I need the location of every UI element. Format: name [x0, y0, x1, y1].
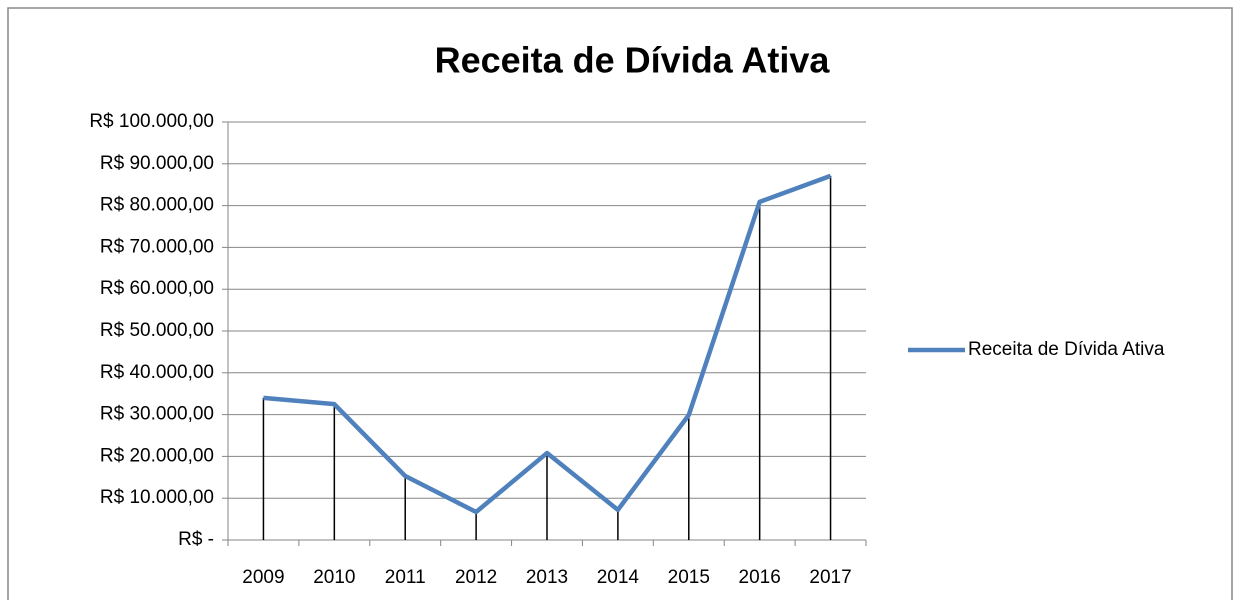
x-tick-label: 2012 [455, 567, 497, 588]
chart-title: Receita de Dívida Ativa [435, 40, 831, 81]
chart-border [7, 7, 1233, 600]
x-tick-label: 2010 [313, 567, 355, 588]
y-tick-label: R$ 90.000,00 [100, 153, 214, 174]
y-tick-label: R$ 70.000,00 [100, 236, 214, 257]
y-tick-label: R$ - [178, 529, 214, 550]
y-tick-label: R$ 100.000,00 [89, 111, 214, 132]
x-tick-label: 2011 [385, 567, 426, 588]
y-tick-label: R$ 40.000,00 [100, 362, 214, 383]
legend-label: Receita de Dívida Ativa [968, 339, 1165, 360]
y-tick-label: R$ 30.000,00 [100, 404, 214, 425]
y-tick-label: R$ 10.000,00 [100, 487, 214, 508]
y-tick-label: R$ 60.000,00 [100, 278, 214, 299]
data-line [263, 173, 832, 515]
x-tick-label: 2013 [526, 567, 568, 588]
x-tick-label: 2009 [242, 567, 284, 588]
x-tick-label: 2017 [809, 567, 851, 588]
x-tick-label: 2014 [597, 567, 640, 588]
y-tick-label: R$ 50.000,00 [100, 320, 214, 341]
x-tick-label: 2015 [668, 567, 710, 588]
x-tick-label: 2016 [739, 567, 781, 588]
y-tick-label: R$ 20.000,00 [100, 445, 214, 466]
y-tick-label: R$ 80.000,00 [100, 195, 214, 216]
